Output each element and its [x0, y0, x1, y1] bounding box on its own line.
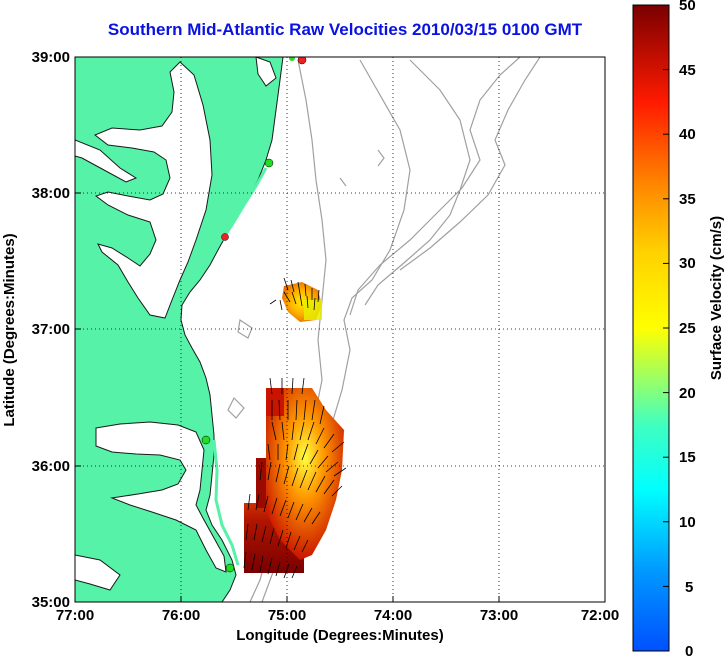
grid-lines: [75, 57, 605, 602]
station-marker: [221, 233, 229, 241]
x-axis-label: Longitude (Degrees:Minutes): [236, 627, 444, 644]
colorbar-tick-label: 5: [685, 579, 693, 596]
x-tick-label: 73:00: [480, 607, 518, 624]
map-title: Southern Mid-Atlantic Raw Velocities 201…: [107, 20, 583, 39]
x-tick-label: 74:00: [374, 607, 412, 624]
y-tick-label: 35:00: [32, 594, 70, 611]
colorbar-label: Surface Velocity (cm/s): [708, 216, 724, 380]
colorbar-tick-label: 40: [679, 126, 696, 143]
y-tick-label: 39:00: [32, 49, 70, 66]
x-tick-label: 75:00: [268, 607, 306, 624]
colorbar-tick-label: 15: [679, 449, 696, 466]
x-tick-label: 72:00: [581, 607, 619, 624]
x-tick-label: 77:00: [56, 607, 94, 624]
y-axis-label: Latitude (Degrees:Minutes): [1, 233, 18, 426]
chesapeake-bay: [94, 61, 213, 319]
station-marker: [201, 435, 211, 445]
colorbar: 50 45 40 35 30 25 20 15 10 5 0 Surface V…: [632, 0, 724, 659]
colorbar-tick-label: 10: [679, 514, 696, 531]
colorbar-tick-label: 30: [679, 255, 696, 272]
colorbar-tick-label: 25: [679, 320, 696, 337]
colorbar-tick-label: 0: [685, 643, 693, 659]
colorbar-tick-label: 50: [679, 0, 696, 14]
station-marker: [264, 158, 274, 168]
y-tick-label: 37:00: [32, 321, 70, 338]
x-tick-label: 76:00: [162, 607, 200, 624]
y-tick-label: 38:00: [32, 185, 70, 202]
pamlico-sound: [95, 421, 227, 573]
colorbar-tick-label: 20: [679, 385, 696, 402]
colorbar-tick-label: 35: [679, 191, 696, 208]
station-marker: [225, 563, 235, 573]
station-marker: [297, 57, 307, 65]
velocity-vectors: [243, 277, 347, 579]
colorbar-tick-label: 45: [679, 62, 696, 79]
y-tick-label: 36:00: [32, 458, 70, 475]
station-marker: [289, 57, 295, 61]
